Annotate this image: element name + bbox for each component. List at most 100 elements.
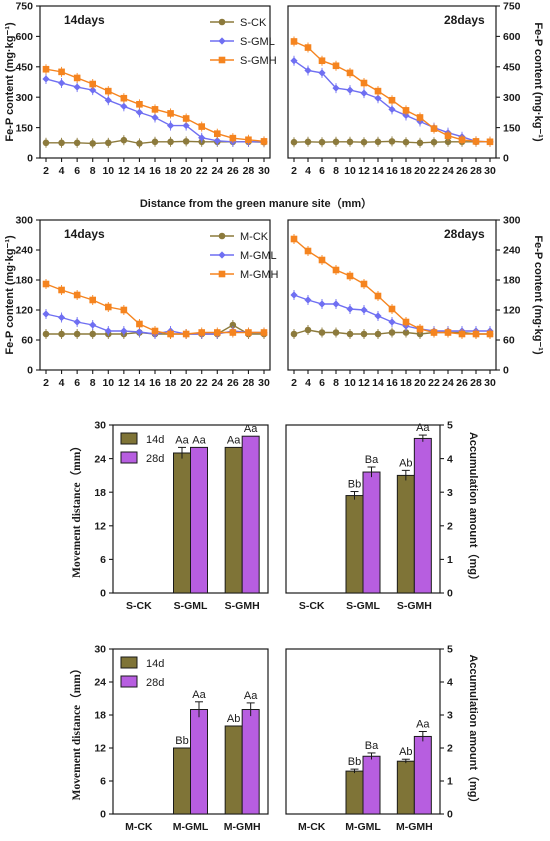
x-tick-label: 16 (149, 377, 161, 389)
x-tick-label: 4 (59, 165, 65, 177)
legend: 14d 28d (120, 432, 164, 465)
data-point (290, 235, 298, 243)
data-point (42, 280, 50, 288)
bar-14d (173, 452, 191, 594)
data-point (213, 137, 221, 145)
y-tick-label: 0 (447, 809, 453, 821)
legend-item: M-GMH (210, 269, 279, 281)
data-point (346, 305, 354, 313)
legend-item: 14d (120, 432, 164, 446)
category-label: M-CK (125, 821, 153, 833)
y-tick-label: 150 (503, 122, 521, 134)
data-point (166, 121, 175, 130)
data-point (104, 327, 112, 335)
y-tick-label: 0 (100, 588, 106, 600)
data-point (290, 291, 298, 299)
data-point (42, 139, 50, 147)
data-point (245, 136, 252, 144)
y-tick-label: 60 (503, 335, 515, 347)
bar-28d (190, 446, 208, 594)
x-tick-label: 14 (372, 377, 384, 389)
data-point (135, 108, 144, 116)
y-tick-label: 0 (447, 588, 453, 600)
data-point (374, 138, 382, 146)
data-point (198, 123, 206, 130)
data-point (318, 300, 326, 308)
x-tick-label: 4 (305, 377, 311, 389)
category-label: S-CK (126, 600, 152, 612)
bar-14d (224, 725, 243, 815)
y-tick-label: 600 (503, 31, 521, 43)
data-point (182, 121, 190, 130)
x-tick-label: 16 (386, 165, 398, 177)
x-tick-label: 30 (258, 377, 270, 389)
bar-28d (241, 435, 260, 594)
y-tick-label: 1 (447, 554, 453, 566)
y-tick-label: 300 (15, 215, 33, 227)
y-tick-label: 5 (447, 420, 453, 432)
x-tick-label: 26 (227, 165, 239, 177)
data-point (472, 138, 480, 145)
y-axis-title: Fe-P content (mg·kg⁻¹) (532, 22, 544, 142)
x-tick-label: 8 (333, 165, 339, 177)
data-point (388, 138, 396, 145)
fep-s-y-titles: Fe-P content (mg·kg⁻¹) Fe-P content (mg·k… (4, 22, 544, 142)
x-tick-label: 18 (400, 165, 412, 177)
legend-item: M-CK (210, 231, 269, 243)
data-point (42, 65, 50, 73)
category-label: S-GML (346, 600, 380, 612)
data-point (346, 272, 354, 280)
data-point (198, 329, 206, 336)
y-axis-title: Fe-P content (mg·kg⁻¹) (532, 235, 544, 355)
legend-marker (218, 56, 226, 64)
y-tick-label: 300 (503, 215, 521, 227)
y-tick-label: 2 (447, 521, 453, 533)
data-point (290, 138, 298, 146)
y-tick-label: 750 (503, 1, 521, 13)
data-point (73, 74, 81, 82)
y-tick-label: 6 (100, 554, 106, 566)
legend-marker (218, 251, 226, 259)
data-point (332, 266, 340, 274)
data-point (416, 139, 424, 147)
data-point (290, 57, 298, 65)
data-point (89, 140, 97, 147)
data-point (229, 321, 237, 329)
data-point (388, 329, 396, 336)
x-tick-label: 10 (344, 377, 356, 389)
data-point (213, 130, 221, 137)
x-tick-label: 26 (456, 377, 468, 389)
data-point (89, 296, 97, 304)
data-point (458, 136, 466, 144)
legend-marker (218, 37, 226, 45)
data-point (304, 66, 312, 75)
data-point (151, 113, 159, 122)
data-point (472, 330, 480, 338)
significance-label: Aa (175, 434, 189, 446)
significance-label: Aa (416, 422, 430, 434)
y-axis-title: Movement distance（mm） (69, 440, 83, 578)
data-point (416, 114, 424, 121)
y-tick-label: 12 (94, 521, 106, 533)
data-point (120, 306, 128, 314)
data-point (73, 83, 81, 91)
x-tick-label: 2 (291, 165, 297, 177)
data-point (402, 329, 410, 336)
panel-label: 14days (64, 227, 105, 241)
x-tick-label: 24 (442, 377, 454, 389)
significance-label: Aa (192, 434, 206, 446)
x-tick-label: 18 (165, 377, 177, 389)
x-tick-label: 24 (442, 165, 454, 177)
y-tick-label: 180 (15, 275, 33, 287)
panel-label: 28days (444, 227, 485, 241)
x-tick-label: 12 (358, 165, 370, 177)
x-tick-label: 18 (165, 165, 177, 177)
category-label: S-CK (299, 600, 325, 612)
y-axis-title: Movement distance（mm） (69, 663, 83, 801)
data-point (42, 75, 50, 83)
data-point (229, 329, 237, 336)
data-point (458, 330, 466, 338)
data-point (374, 292, 382, 300)
